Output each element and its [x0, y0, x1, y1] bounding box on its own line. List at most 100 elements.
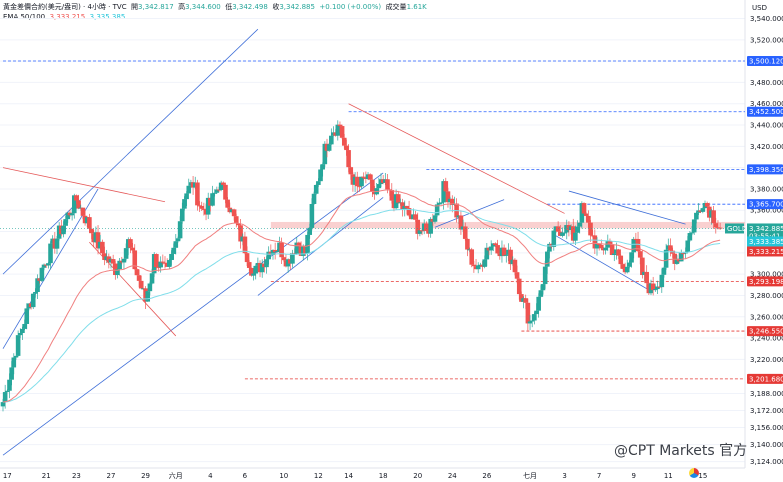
x-tick-label: 七月 [523, 471, 537, 480]
candle [441, 181, 446, 203]
y-tick-label: 3,124.000 [750, 458, 783, 466]
candle [95, 232, 101, 249]
candle [586, 215, 591, 223]
candle [663, 249, 669, 268]
y-tick-label: 3,460.000 [750, 100, 783, 108]
candle [445, 191, 451, 203]
candle [637, 251, 643, 258]
candle [184, 193, 189, 200]
x-tick-label: 10 [279, 472, 288, 480]
candle [583, 213, 589, 216]
candle [266, 251, 271, 260]
symbol-tag-text: GOLD [727, 225, 747, 233]
x-tick-label: 4 [208, 472, 213, 480]
x-tick-label: 15 [698, 472, 707, 480]
candle [117, 260, 122, 270]
candle [674, 258, 680, 264]
candle [551, 230, 557, 247]
price-tag-bg [747, 55, 783, 66]
price-tag: 3,500.120 [747, 55, 783, 66]
candle [313, 184, 319, 194]
candle [681, 253, 686, 255]
candle [281, 257, 287, 261]
ema-tag-bg [747, 246, 783, 257]
candle [596, 243, 602, 245]
candle [508, 249, 513, 265]
candle [370, 179, 375, 192]
candle [136, 275, 142, 281]
candle [35, 278, 40, 292]
close-value: 3,342.885 [279, 3, 315, 11]
candle [661, 267, 667, 275]
candle [123, 248, 129, 259]
candle [417, 230, 423, 234]
candle [339, 126, 345, 138]
candle [385, 179, 390, 190]
candle [514, 272, 520, 279]
candles [0, 120, 723, 412]
candle [128, 239, 133, 248]
candle [158, 261, 163, 268]
candle [475, 265, 481, 270]
candle [275, 250, 280, 253]
candle [594, 243, 600, 249]
y-tick-label: 3,260.000 [750, 313, 783, 321]
price-tag-text: 3,201.680 [749, 375, 783, 383]
candle [495, 245, 500, 254]
y-tick-label: 3,188.000 [750, 390, 783, 398]
candle [30, 293, 36, 308]
candle [249, 267, 254, 276]
current-price-text: 3,342.885 [749, 225, 783, 233]
current-price-bg [747, 223, 783, 241]
candle [322, 143, 328, 165]
candle [512, 259, 518, 273]
candle [177, 221, 183, 239]
candle [63, 219, 68, 226]
candle [471, 264, 477, 267]
candle [337, 124, 343, 127]
candle [154, 254, 159, 268]
candle [465, 238, 470, 250]
candle [115, 269, 120, 276]
candle [69, 213, 75, 216]
ema-legend[interactable]: EMA 50/100 3,333.215 3,335.385 [3, 13, 125, 21]
candle [259, 263, 265, 273]
trendline-blue [2, 28, 259, 275]
y-tick-label: 3,172.000 [750, 407, 783, 415]
price-tag-text: 3,452.500 [749, 108, 783, 116]
candle [130, 247, 135, 251]
candle [197, 205, 202, 207]
low-label: 低 [225, 3, 233, 11]
price-tag-bg [747, 326, 783, 337]
candle [493, 243, 498, 246]
candle [100, 241, 105, 254]
candle [357, 186, 362, 188]
candle [41, 264, 47, 268]
candle [536, 296, 541, 311]
candle [294, 242, 300, 254]
candle [700, 208, 706, 212]
candle [279, 242, 284, 258]
ema100-value: 3,335.385 [89, 13, 126, 21]
candle [359, 176, 364, 187]
candle [462, 226, 468, 239]
candle [305, 234, 310, 254]
trendline-red [348, 103, 565, 214]
candle [413, 214, 418, 220]
symbol-name[interactable]: 黃金差價合約(美元/盎司) · 4小時 · TVC [3, 3, 127, 11]
candle [631, 238, 637, 253]
change-value: +0.100 (+0.00%) [319, 3, 382, 11]
candle [519, 294, 524, 302]
candle [538, 290, 544, 297]
open-value: 3,342.817 [138, 3, 174, 11]
candle [659, 274, 665, 288]
candle [238, 225, 243, 242]
resistance-zone [270, 221, 745, 229]
price-tag-bg [747, 373, 783, 384]
candle [581, 203, 587, 214]
candle [20, 328, 25, 333]
candle [555, 226, 561, 232]
candle [7, 379, 12, 391]
candle [201, 208, 207, 210]
